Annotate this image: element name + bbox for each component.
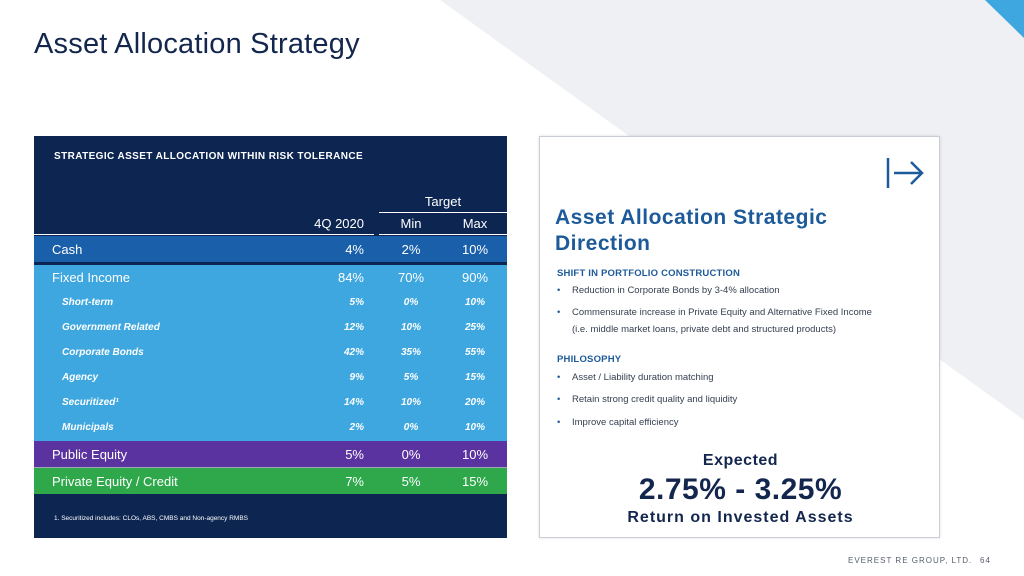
header-rule	[379, 234, 507, 235]
row-min: 10%	[400, 397, 421, 408]
arrow-right-bar-icon	[886, 158, 924, 188]
row-max: 10%	[461, 241, 489, 257]
expected-return-value: 2.75% - 3.25%	[638, 473, 843, 506]
bullet-text: Commensurate increase in Private Equity …	[572, 307, 872, 318]
target-rule	[379, 212, 507, 213]
bullet-item: • Commensurate increase in Private Equity…	[557, 304, 927, 338]
row-label: Securitized¹	[62, 397, 119, 408]
row-label: Corporate Bonds	[62, 347, 144, 358]
section-heading-shift: SHIFT IN PORTFOLIO CONSTRUCTION	[557, 268, 740, 279]
row-current: 42%	[343, 347, 364, 358]
row-max: 10%	[464, 422, 485, 433]
bullet-text: Improve capital efficiency	[572, 417, 679, 428]
allocation-table-panel: STRATEGIC ASSET ALLOCATION WITHIN RISK T…	[34, 136, 507, 538]
table-row-short-term: Short-term 5% 0% 10%	[34, 290, 507, 315]
row-min: 5%	[403, 372, 419, 383]
row-current: 5%	[349, 297, 364, 308]
row-max: 55%	[464, 347, 485, 358]
table-heading: STRATEGIC ASSET ALLOCATION WITHIN RISK T…	[54, 151, 364, 162]
row-min: 0%	[403, 422, 419, 433]
row-current: 84%	[337, 270, 364, 285]
table-row-cash: Cash 4% 2% 10%	[34, 236, 507, 262]
row-divider	[34, 467, 507, 468]
row-current: 5%	[345, 446, 364, 462]
expected-return-caption: Return on Invested Assets	[627, 509, 854, 526]
row-min: 35%	[400, 347, 421, 358]
row-label: Cash	[52, 241, 83, 257]
header-rule	[34, 234, 374, 235]
target-column-group: Target	[424, 194, 462, 209]
table-row-government-related: Government Related 12% 10% 25%	[34, 315, 507, 340]
row-min: 10%	[400, 322, 421, 333]
row-min: 0%	[403, 297, 419, 308]
table-row-private-equity-credit: Private Equity / Credit 7% 5% 15%	[34, 468, 507, 494]
row-label: Short-term	[62, 297, 114, 308]
page-number: 64	[980, 556, 991, 565]
row-max: 10%	[464, 297, 485, 308]
row-max: 90%	[461, 270, 489, 285]
bullet-item: • Retain strong credit quality and liquid…	[557, 394, 738, 405]
page-title: Asset Allocation Strategy	[34, 28, 360, 60]
fixed-income-group: Fixed Income 84% 70% 90% Short-term 5% 0…	[34, 265, 507, 441]
row-current: 14%	[343, 397, 364, 408]
row-current: 12%	[343, 322, 364, 333]
row-max: 15%	[461, 473, 489, 489]
table-row-securitized: Securitized¹ 14% 10% 20%	[34, 390, 507, 415]
table-row-agency: Agency 9% 5% 15%	[34, 365, 507, 390]
row-min: 70%	[397, 270, 425, 285]
bullet-continuation: (i.e. middle market loans, private debt …	[572, 324, 837, 335]
section-heading-philosophy: PHILOSOPHY	[557, 354, 622, 365]
row-label: Private Equity / Credit	[52, 473, 178, 489]
bullet-text: Asset / Liability duration matching	[572, 372, 714, 383]
bullet-item: • Improve capital efficiency	[557, 417, 679, 428]
card-title: Asset Allocation Strategic Direction	[555, 206, 828, 255]
row-min: 0%	[401, 446, 421, 462]
column-header-min: Min	[400, 216, 422, 231]
table-row-corporate-bonds: Corporate Bonds 42% 35% 55%	[34, 340, 507, 365]
row-label: Government Related	[62, 322, 160, 333]
row-label: Municipals	[62, 422, 114, 433]
row-label: Agency	[62, 372, 99, 383]
table-row-public-equity: Public Equity 5% 0% 10%	[34, 441, 507, 467]
bullet-item: • Reduction in Corporate Bonds by 3-4% al…	[557, 285, 780, 296]
row-max: 25%	[464, 322, 485, 333]
footer-company: EVEREST RE GROUP, LTD.	[848, 556, 973, 565]
table-row-fixed-income: Fixed Income 84% 70% 90%	[34, 265, 507, 290]
row-min: 5%	[401, 473, 421, 489]
table-footnote: 1. Securitized includes: CLOs, ABS, CMBS…	[54, 515, 249, 522]
row-current: 4%	[345, 241, 364, 257]
row-label: Public Equity	[52, 446, 128, 462]
row-current: 7%	[345, 473, 364, 489]
row-max: 10%	[461, 446, 489, 462]
row-max: 15%	[464, 372, 485, 383]
strategic-direction-card: Asset Allocation Strategic Direction SHI…	[539, 136, 940, 538]
row-current: 2%	[349, 422, 364, 433]
row-min: 2%	[401, 241, 421, 257]
bullet-text: Reduction in Corporate Bonds by 3-4% all…	[572, 285, 780, 296]
expected-label: Expected	[702, 452, 779, 469]
column-header-current: 4Q 2020	[314, 216, 364, 231]
table-row-municipals: Municipals 2% 0% 10%	[34, 415, 507, 440]
bullet-text: Retain strong credit quality and liquidi…	[572, 394, 738, 405]
bullet-item: • Asset / Liability duration matching	[557, 372, 714, 383]
row-current: 9%	[349, 372, 364, 383]
row-max: 20%	[464, 397, 485, 408]
column-header-max: Max	[462, 216, 488, 231]
row-label: Fixed Income	[52, 270, 131, 285]
